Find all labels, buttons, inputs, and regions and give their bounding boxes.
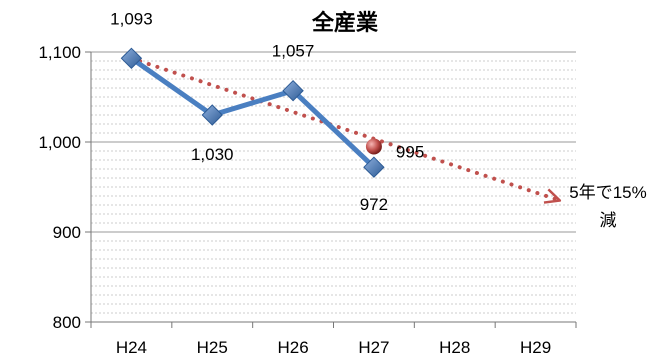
series-marker	[120, 47, 143, 70]
series-marker	[201, 104, 223, 126]
x-tick-label: H27	[358, 338, 389, 357]
y-tick-label: 800	[53, 313, 81, 332]
y-tick-label: 900	[53, 223, 81, 242]
data-label: 1,057	[272, 42, 315, 61]
series-line	[129, 56, 376, 170]
series	[120, 47, 385, 178]
series-marker	[363, 156, 385, 178]
data-label: 972	[360, 195, 388, 214]
target-trend-line	[129, 56, 562, 203]
series-marker	[282, 79, 304, 102]
target-point	[365, 138, 382, 155]
y-tick-label: 1,100	[38, 43, 81, 62]
target-note-line2: 減	[600, 211, 617, 230]
data-label: 1,030	[191, 145, 234, 164]
x-tick-label: H25	[197, 338, 228, 357]
axes	[85, 51, 577, 328]
target-point-label: 995	[396, 143, 424, 162]
x-tick-label: H28	[439, 338, 470, 357]
target-note-line1: 5年で15%	[569, 183, 646, 202]
x-tick-label: H26	[277, 338, 308, 357]
data-label: 1,093	[110, 9, 153, 28]
y-tick-labels: 800 900 1,000 1,100	[38, 43, 81, 332]
data-labels: 1,093 1,030 1,057 972 995	[110, 9, 424, 214]
y-tick-label: 1,000	[38, 133, 81, 152]
chart-title: 全産業	[311, 10, 379, 35]
target-trend	[129, 56, 562, 204]
target-arrowhead	[543, 188, 562, 204]
x-tick-labels: H24 H25 H26 H27 H28 H29	[116, 338, 551, 357]
x-tick-label: H24	[116, 338, 147, 357]
x-tick-label: H29	[520, 338, 551, 357]
